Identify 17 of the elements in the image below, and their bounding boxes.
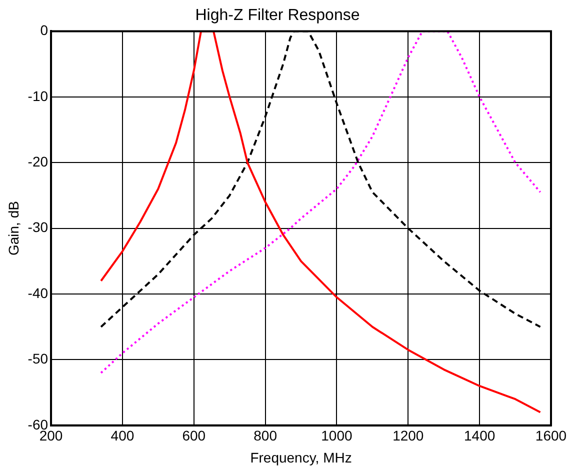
- y-tick-label: -40: [28, 284, 48, 301]
- y-tick-label: -50: [28, 350, 48, 367]
- x-tick-label: 800: [254, 428, 278, 444]
- chart-title: High-Z Filter Response: [195, 7, 360, 24]
- x-axis-title: Frequency, MHz: [250, 449, 352, 466]
- x-tick-label: 600: [182, 428, 206, 444]
- x-tick-label: 1000: [321, 428, 353, 444]
- y-tick-label: -30: [28, 219, 48, 236]
- x-tick-label: 400: [110, 428, 134, 444]
- y-tick-label: -60: [28, 416, 48, 432]
- x-tick-label: 1600: [535, 428, 567, 444]
- x-tick-label: 1400: [464, 428, 496, 444]
- y-tick-label: 0: [40, 22, 48, 38]
- y-axis-title: Gain, dB: [5, 201, 22, 256]
- y-tick-label: -20: [28, 153, 48, 170]
- y-tick-label: -10: [28, 88, 48, 104]
- x-tick-label: 1200: [392, 428, 424, 444]
